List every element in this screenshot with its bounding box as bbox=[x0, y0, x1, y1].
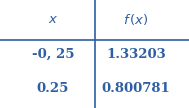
Text: $x$: $x$ bbox=[48, 13, 58, 26]
Text: -0, 25: -0, 25 bbox=[32, 48, 74, 60]
Text: 0.800781: 0.800781 bbox=[102, 82, 170, 95]
Text: $f\,(x)$: $f\,(x)$ bbox=[123, 12, 149, 27]
Text: 1.33203: 1.33203 bbox=[106, 48, 166, 60]
Text: 0.25: 0.25 bbox=[37, 82, 69, 95]
